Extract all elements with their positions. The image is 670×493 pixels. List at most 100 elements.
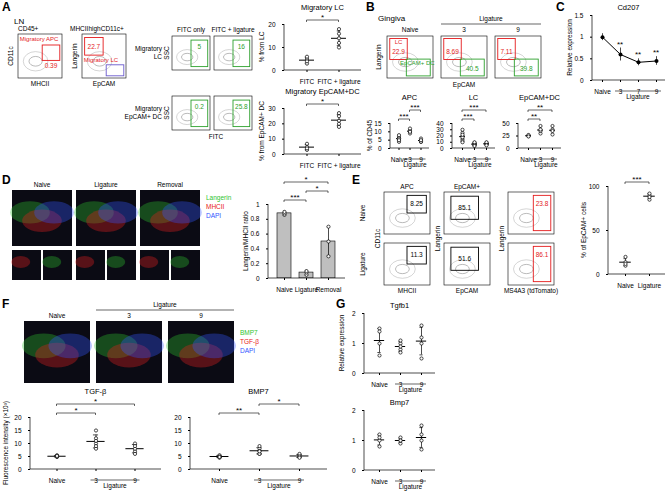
svg-text:20: 20: [436, 132, 444, 139]
svg-text:% from LC: % from LC: [258, 31, 265, 62]
svg-text:10: 10: [268, 44, 276, 51]
svg-text:Naive: Naive: [594, 88, 611, 95]
svg-text:***: ***: [290, 193, 299, 202]
svg-text:Naive: Naive: [211, 477, 228, 484]
svg-text:FITC: FITC: [300, 78, 315, 85]
svg-text:EpCAM: EpCAM: [453, 81, 475, 89]
svg-text:5: 5: [198, 43, 202, 50]
svg-text:16: 16: [238, 43, 246, 50]
svg-text:0: 0: [596, 271, 600, 278]
svg-text:Naive: Naive: [276, 286, 293, 293]
svg-text:FITC only: FITC only: [177, 26, 206, 34]
svg-text:50: 50: [592, 227, 600, 234]
svg-text:Langerin/MHCII ratio: Langerin/MHCII ratio: [242, 211, 250, 271]
svg-text:0.8: 0.8: [250, 215, 259, 222]
svg-text:15: 15: [374, 120, 382, 127]
svg-text:*: *: [94, 397, 97, 406]
svg-text:10: 10: [14, 440, 22, 447]
svg-text:0: 0: [178, 466, 182, 473]
svg-text:Ligature: Ligature: [534, 161, 558, 169]
svg-text:Removal: Removal: [316, 286, 342, 293]
svg-text:10: 10: [436, 138, 444, 145]
svg-text:0: 0: [18, 466, 22, 473]
svg-text:MS4A3 (tdTomato): MS4A3 (tdTomato): [504, 287, 558, 295]
svg-text:Ligature: Ligature: [479, 15, 503, 23]
svg-text:***: ***: [632, 175, 641, 184]
svg-text:2: 2: [352, 407, 356, 414]
svg-text:9: 9: [199, 312, 203, 319]
svg-text:EpCAM: EpCAM: [93, 80, 115, 88]
svg-text:22.7: 22.7: [88, 43, 101, 50]
svg-text:% of EpCAM+ cells: % of EpCAM+ cells: [580, 201, 588, 258]
svg-text:E: E: [352, 173, 360, 187]
svg-text:51.6: 51.6: [458, 255, 471, 262]
svg-text:0: 0: [506, 145, 510, 152]
svg-text:25.8: 25.8: [235, 103, 248, 110]
svg-text:**: **: [236, 406, 242, 415]
svg-text:TGF-β: TGF-β: [240, 338, 259, 346]
svg-text:0: 0: [378, 145, 382, 152]
svg-text:MHCII: MHCII: [398, 287, 417, 294]
svg-text:Naive: Naive: [402, 26, 419, 33]
svg-text:3: 3: [462, 26, 466, 33]
svg-text:3: 3: [127, 312, 131, 319]
svg-text:Naive: Naive: [371, 381, 388, 388]
svg-text:Langerin: Langerin: [206, 194, 232, 202]
svg-text:5: 5: [18, 453, 22, 460]
svg-text:LC: LC: [395, 39, 403, 45]
svg-text:10: 10: [268, 135, 276, 142]
svg-text:FITC + ligature: FITC + ligature: [211, 26, 255, 34]
svg-text:Langerin: Langerin: [71, 43, 79, 69]
svg-text:MHCII: MHCII: [31, 80, 50, 87]
svg-text:**: **: [653, 48, 659, 57]
svg-text:*: *: [321, 13, 324, 22]
svg-text:Migratory LC: Migratory LC: [301, 3, 345, 12]
svg-text:Tgfb1: Tgfb1: [390, 301, 409, 310]
svg-text:10: 10: [174, 440, 182, 447]
svg-text:15: 15: [174, 427, 182, 434]
svg-text:Relative expression: Relative expression: [338, 314, 346, 371]
svg-text:F: F: [2, 297, 9, 311]
svg-text:**: **: [531, 112, 537, 121]
svg-text:30: 30: [268, 105, 276, 112]
svg-text:CD45+: CD45+: [18, 25, 39, 32]
svg-text:40.5: 40.5: [466, 65, 479, 72]
svg-text:5: 5: [378, 136, 382, 143]
svg-text:SSC: SSC: [163, 106, 170, 120]
svg-text:EpCAM+ DC: EpCAM+ DC: [125, 113, 163, 121]
svg-text:1: 1: [256, 201, 260, 208]
svg-text:A: A: [2, 0, 11, 14]
svg-text:FITC + ligature: FITC + ligature: [317, 78, 361, 86]
svg-text:Ligature: Ligature: [103, 482, 127, 490]
svg-text:Migratory: Migratory: [135, 105, 163, 113]
svg-text:1: 1: [580, 33, 584, 40]
svg-text:22.9: 22.9: [392, 48, 405, 55]
svg-text:0.6: 0.6: [250, 230, 259, 237]
svg-text:Ligature: Ligature: [267, 482, 291, 490]
svg-text:1: 1: [352, 340, 356, 347]
svg-text:APC: APC: [400, 183, 414, 190]
svg-text:CD11c: CD11c: [7, 46, 14, 66]
svg-text:0: 0: [352, 467, 356, 474]
svg-text:5: 5: [178, 453, 182, 460]
svg-text:Naive: Naive: [617, 282, 634, 289]
svg-text:BMP7: BMP7: [240, 329, 258, 336]
svg-text:G: G: [336, 297, 345, 311]
svg-text:*: *: [321, 97, 324, 106]
svg-text:Fluorescence intensity (×10³): Fluorescence intensity (×10³): [2, 401, 10, 485]
svg-text:9: 9: [298, 477, 302, 484]
svg-text:EpCAM+DC: EpCAM+DC: [519, 93, 561, 102]
svg-text:*: *: [74, 406, 77, 415]
svg-text:FITC: FITC: [300, 162, 315, 169]
svg-text:20: 20: [268, 21, 276, 28]
svg-text:Ligature: Ligature: [638, 282, 662, 290]
svg-text:***: ***: [410, 103, 419, 112]
svg-text:FITC + ligature: FITC + ligature: [317, 162, 361, 170]
svg-text:DAPI: DAPI: [240, 347, 255, 354]
svg-text:Ligature: Ligature: [626, 93, 650, 101]
svg-text:*: *: [277, 397, 280, 406]
svg-text:9: 9: [655, 88, 659, 95]
svg-text:11.3: 11.3: [411, 251, 424, 258]
svg-text:Langerin: Langerin: [375, 44, 383, 70]
svg-text:Ligature: Ligature: [403, 161, 427, 169]
